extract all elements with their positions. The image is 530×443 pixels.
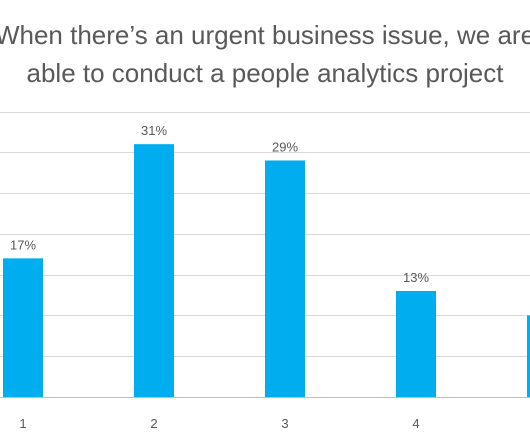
bar-3 [265, 160, 305, 397]
data-label-3: 29% [272, 139, 298, 154]
bar-2 [134, 144, 174, 397]
bar-4 [396, 290, 436, 397]
chart-title-line-1: When there’s an urgent business issue, w… [0, 20, 530, 50]
bar-5 [527, 315, 530, 397]
x-tick-label-4: 4 [412, 416, 419, 431]
data-label-4: 13% [403, 270, 429, 285]
data-label-2: 31% [141, 123, 167, 138]
x-tick-label-3: 3 [281, 416, 288, 431]
chart-title-line-2: able to conduct a people analytics proje… [26, 58, 504, 88]
bar-1 [3, 258, 43, 397]
data-label-1: 17% [10, 237, 36, 252]
x-tick-label-2: 2 [150, 416, 157, 431]
x-tick-label-1: 1 [19, 416, 26, 431]
